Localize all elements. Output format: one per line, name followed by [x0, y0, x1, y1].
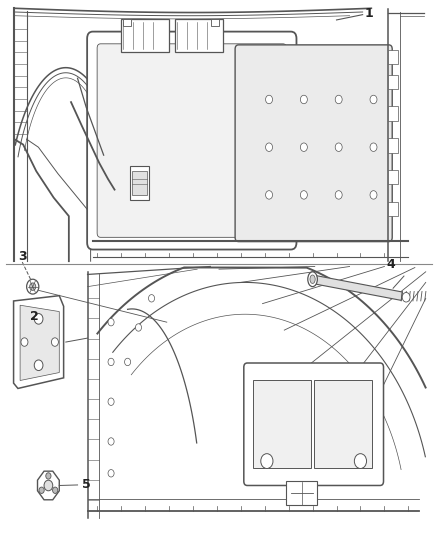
Text: 4: 4 [387, 259, 395, 271]
Circle shape [261, 454, 273, 469]
Circle shape [265, 143, 272, 151]
Bar [388, 50, 398, 64]
Circle shape [335, 143, 342, 151]
Polygon shape [14, 296, 64, 389]
Bar [388, 202, 398, 216]
Polygon shape [38, 471, 59, 500]
Circle shape [370, 191, 377, 199]
Circle shape [108, 358, 114, 366]
Bar [121, 19, 169, 52]
Circle shape [44, 480, 53, 491]
Circle shape [300, 143, 307, 151]
Bar [130, 166, 149, 200]
Circle shape [370, 95, 377, 104]
Circle shape [148, 295, 155, 302]
Circle shape [108, 470, 114, 477]
Bar [253, 381, 311, 468]
FancyBboxPatch shape [235, 45, 392, 241]
Circle shape [34, 313, 43, 324]
Bar [286, 481, 317, 505]
Bar [388, 107, 398, 120]
Polygon shape [312, 275, 403, 301]
FancyBboxPatch shape [87, 31, 297, 249]
Circle shape [370, 143, 377, 151]
Circle shape [39, 487, 44, 494]
Bar [175, 19, 223, 52]
Bar [388, 75, 398, 89]
Circle shape [265, 95, 272, 104]
Bar [314, 381, 372, 468]
Polygon shape [20, 305, 59, 381]
Text: 3: 3 [18, 251, 27, 263]
Circle shape [265, 191, 272, 199]
Ellipse shape [308, 272, 318, 287]
FancyBboxPatch shape [97, 44, 286, 237]
Text: 1: 1 [365, 7, 374, 20]
Circle shape [51, 338, 58, 346]
FancyBboxPatch shape [244, 363, 384, 486]
Bar [211, 19, 219, 26]
Bar [388, 138, 398, 152]
Circle shape [354, 454, 367, 469]
Circle shape [108, 318, 114, 326]
Bar [132, 171, 147, 195]
Text: 2: 2 [30, 310, 39, 324]
Circle shape [335, 191, 342, 199]
Circle shape [124, 358, 131, 366]
Circle shape [300, 191, 307, 199]
Circle shape [53, 487, 58, 494]
Circle shape [300, 95, 307, 104]
Circle shape [335, 95, 342, 104]
Circle shape [135, 324, 141, 331]
Ellipse shape [310, 275, 315, 284]
Circle shape [34, 360, 43, 370]
Circle shape [27, 279, 39, 294]
Bar [388, 170, 398, 184]
Circle shape [30, 283, 36, 290]
Circle shape [46, 473, 51, 479]
Circle shape [21, 338, 28, 346]
Circle shape [402, 293, 410, 302]
Circle shape [108, 438, 114, 445]
Circle shape [108, 398, 114, 406]
Text: 5: 5 [82, 479, 91, 491]
Bar [123, 19, 131, 26]
